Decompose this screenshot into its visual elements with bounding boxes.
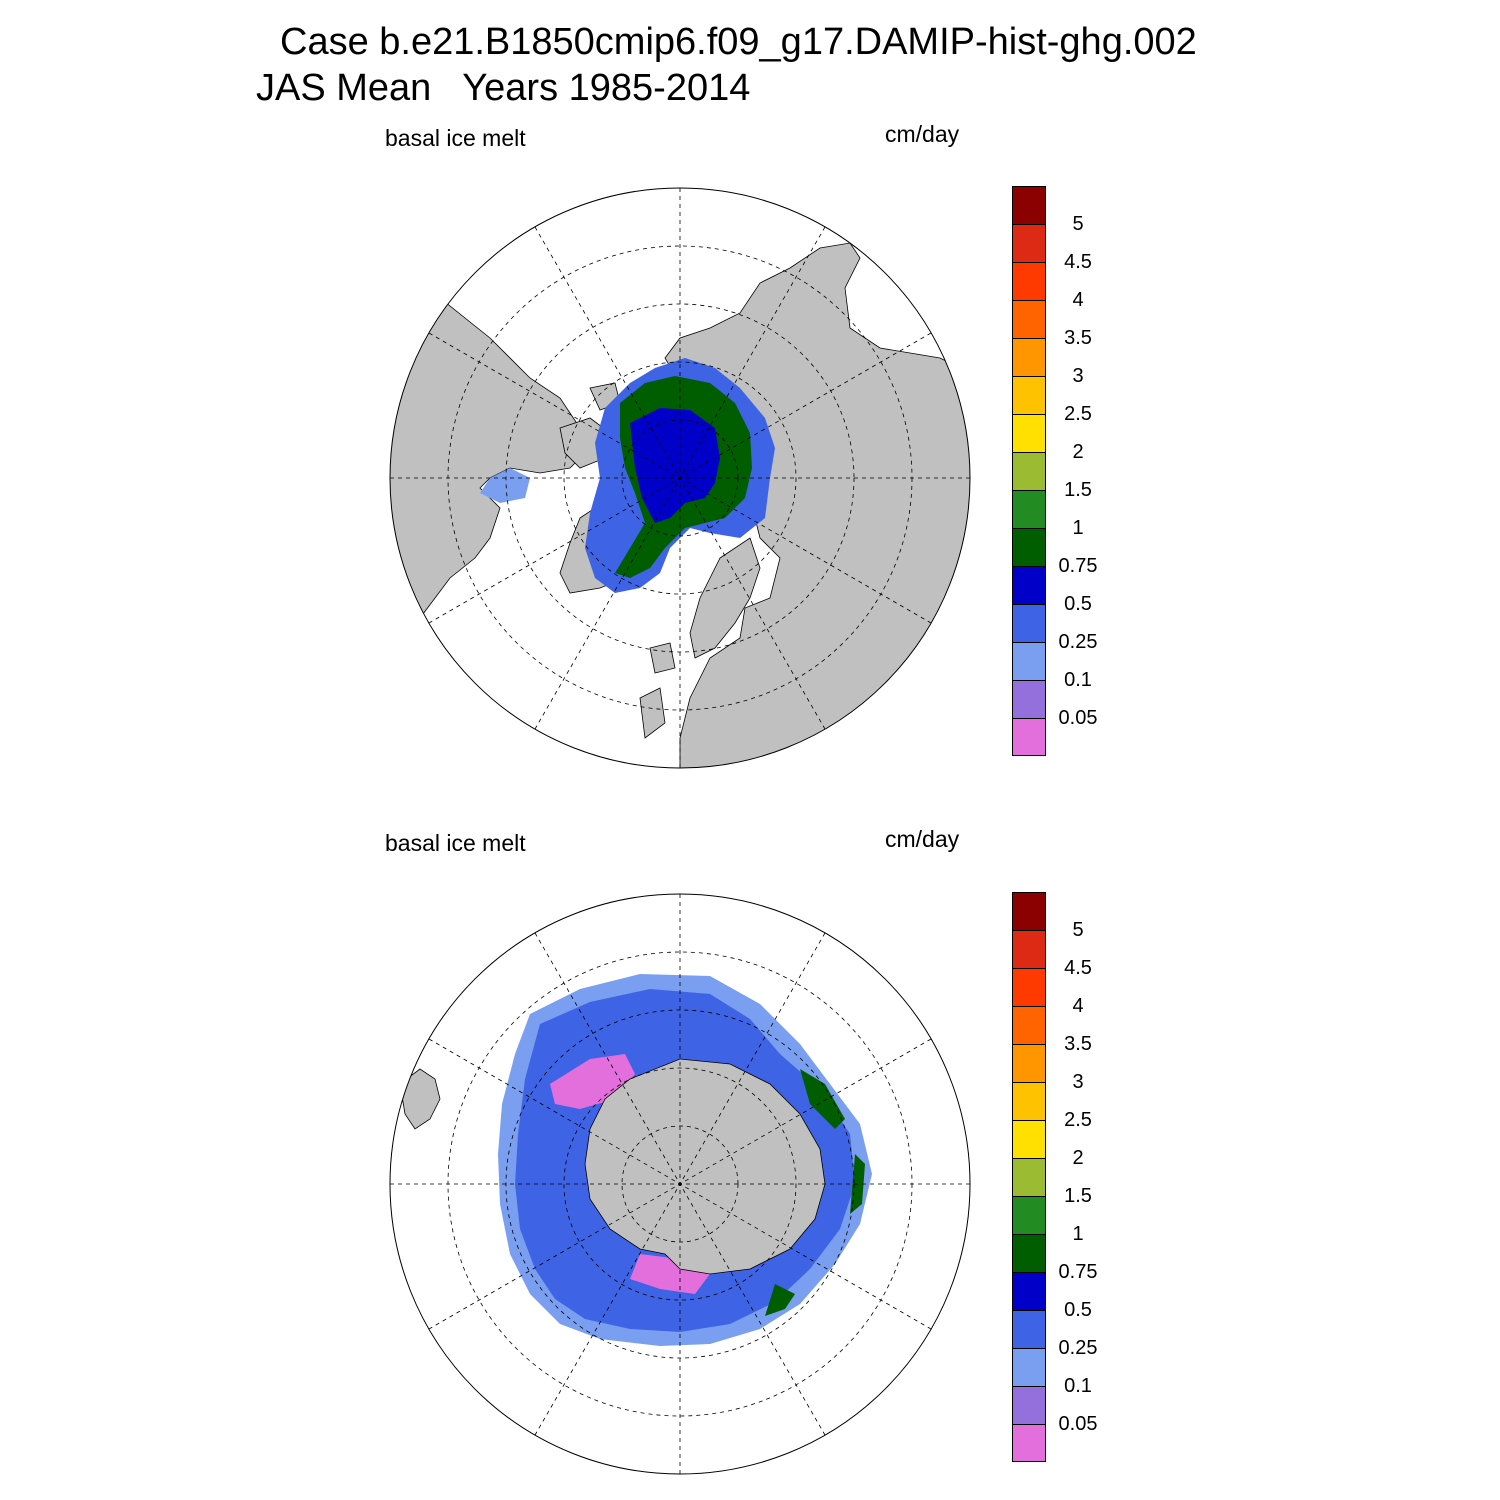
south-colorbar-label: 0.05 [1058, 1413, 1098, 1435]
north-colorbar-box [1012, 718, 1046, 756]
south-graticule [390, 894, 970, 1474]
north-colorbar-label: 2.5 [1064, 403, 1092, 425]
south-colorbar-box [1012, 1234, 1046, 1272]
south-colorbar-label: 1 [1072, 1223, 1084, 1245]
south-colorbar-box [1012, 1310, 1046, 1348]
north-colorbar-label: 4.5 [1064, 251, 1092, 273]
figure-title-line-1: Case b.e21.B1850cmip6.f09_g17.DAMIP-hist… [280, 21, 1197, 63]
south-colorbar-box [1012, 1082, 1046, 1120]
south-colorbar-box [1012, 1006, 1046, 1044]
south-colorbar-box [1012, 1348, 1046, 1386]
north-colorbar-label: 0.5 [1064, 593, 1092, 615]
south-colorbar-box [1012, 968, 1046, 1006]
north-colorbar-label: 0.25 [1058, 631, 1098, 653]
south-land-south-america [399, 1068, 441, 1130]
south-colorbar-label: 3.5 [1064, 1033, 1092, 1055]
north-colorbar-label: 4 [1072, 289, 1084, 311]
north-map-boundary [389, 187, 971, 769]
south-colorbar [1012, 892, 1046, 1462]
south-colorbar-label: 1.5 [1064, 1185, 1092, 1207]
north-colorbar-label: 5 [1072, 213, 1084, 235]
north-polar-map [389, 187, 971, 769]
north-graticule [390, 188, 970, 768]
south-colorbar-label: 0.1 [1064, 1375, 1092, 1397]
south-polar-map [389, 893, 971, 1475]
south-colorbar-label: 3 [1072, 1071, 1084, 1093]
south-colorbar-label: 5 [1072, 919, 1084, 941]
north-colorbar-box [1012, 300, 1046, 338]
south-colorbar-box [1012, 1386, 1046, 1424]
south-colorbar-label: 2.5 [1064, 1109, 1092, 1131]
north-colorbar-box [1012, 376, 1046, 414]
north-colorbar-label: 3 [1072, 365, 1084, 387]
south-colorbar-box [1012, 1272, 1046, 1310]
north-land-scandinavia [689, 537, 761, 659]
south-colorbar-label: 4.5 [1064, 957, 1092, 979]
south-colorbar-box [1012, 1424, 1046, 1462]
south-ice-green-1 [800, 1069, 845, 1129]
north-colorbar-box [1012, 490, 1046, 528]
north-ice-hudson [480, 468, 530, 503]
south-colorbar-box [1012, 1196, 1046, 1234]
north-variable-label: basal ice melt [385, 125, 526, 151]
north-colorbar-label: 1 [1072, 517, 1084, 539]
north-colorbar-label: 0.05 [1058, 707, 1098, 729]
north-colorbar-box [1012, 452, 1046, 490]
north-colorbar-box [1012, 224, 1046, 262]
north-colorbar-box [1012, 262, 1046, 300]
south-colorbar-box [1012, 1120, 1046, 1158]
south-colorbar-box [1012, 930, 1046, 968]
north-colorbar [1012, 186, 1046, 756]
north-colorbar-box [1012, 642, 1046, 680]
south-colorbar-label: 0.25 [1058, 1337, 1098, 1359]
north-colorbar-box [1012, 186, 1046, 224]
north-colorbar-label: 0.75 [1058, 555, 1098, 577]
south-units-label: cm/day [885, 826, 960, 852]
south-colorbar-label: 4 [1072, 995, 1084, 1017]
south-map-boundary [389, 893, 971, 1475]
south-colorbar-label: 2 [1072, 1147, 1084, 1169]
south-ice-green-3 [765, 1284, 795, 1316]
south-colorbar-box [1012, 1044, 1046, 1082]
north-colorbar-box [1012, 680, 1046, 718]
north-colorbar-box [1012, 528, 1046, 566]
south-colorbar-box [1012, 1158, 1046, 1196]
north-colorbar-box [1012, 338, 1046, 376]
south-variable-label: basal ice melt [385, 830, 526, 856]
north-colorbar-box [1012, 604, 1046, 642]
north-land-iceland [649, 642, 676, 674]
north-colorbar-label: 3.5 [1064, 327, 1092, 349]
north-colorbar-box [1012, 414, 1046, 452]
north-units-label: cm/day [885, 121, 960, 147]
north-colorbar-label: 0.1 [1064, 669, 1092, 691]
north-colorbar-label: 1.5 [1064, 479, 1092, 501]
south-colorbar-label: 0.5 [1064, 1299, 1092, 1321]
south-land-antarctica [584, 1058, 826, 1275]
north-land-uk [639, 687, 666, 739]
figure-title-line-2: JAS Mean Years 1985-2014 [256, 67, 751, 109]
south-colorbar-label: 0.75 [1058, 1261, 1098, 1283]
north-colorbar-box [1012, 566, 1046, 604]
north-colorbar-label: 2 [1072, 441, 1084, 463]
south-colorbar-box [1012, 892, 1046, 930]
